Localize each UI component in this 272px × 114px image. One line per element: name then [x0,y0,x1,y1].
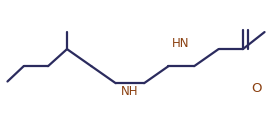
Text: HN: HN [172,37,189,50]
Text: O: O [251,81,262,94]
Text: NH: NH [120,84,138,97]
